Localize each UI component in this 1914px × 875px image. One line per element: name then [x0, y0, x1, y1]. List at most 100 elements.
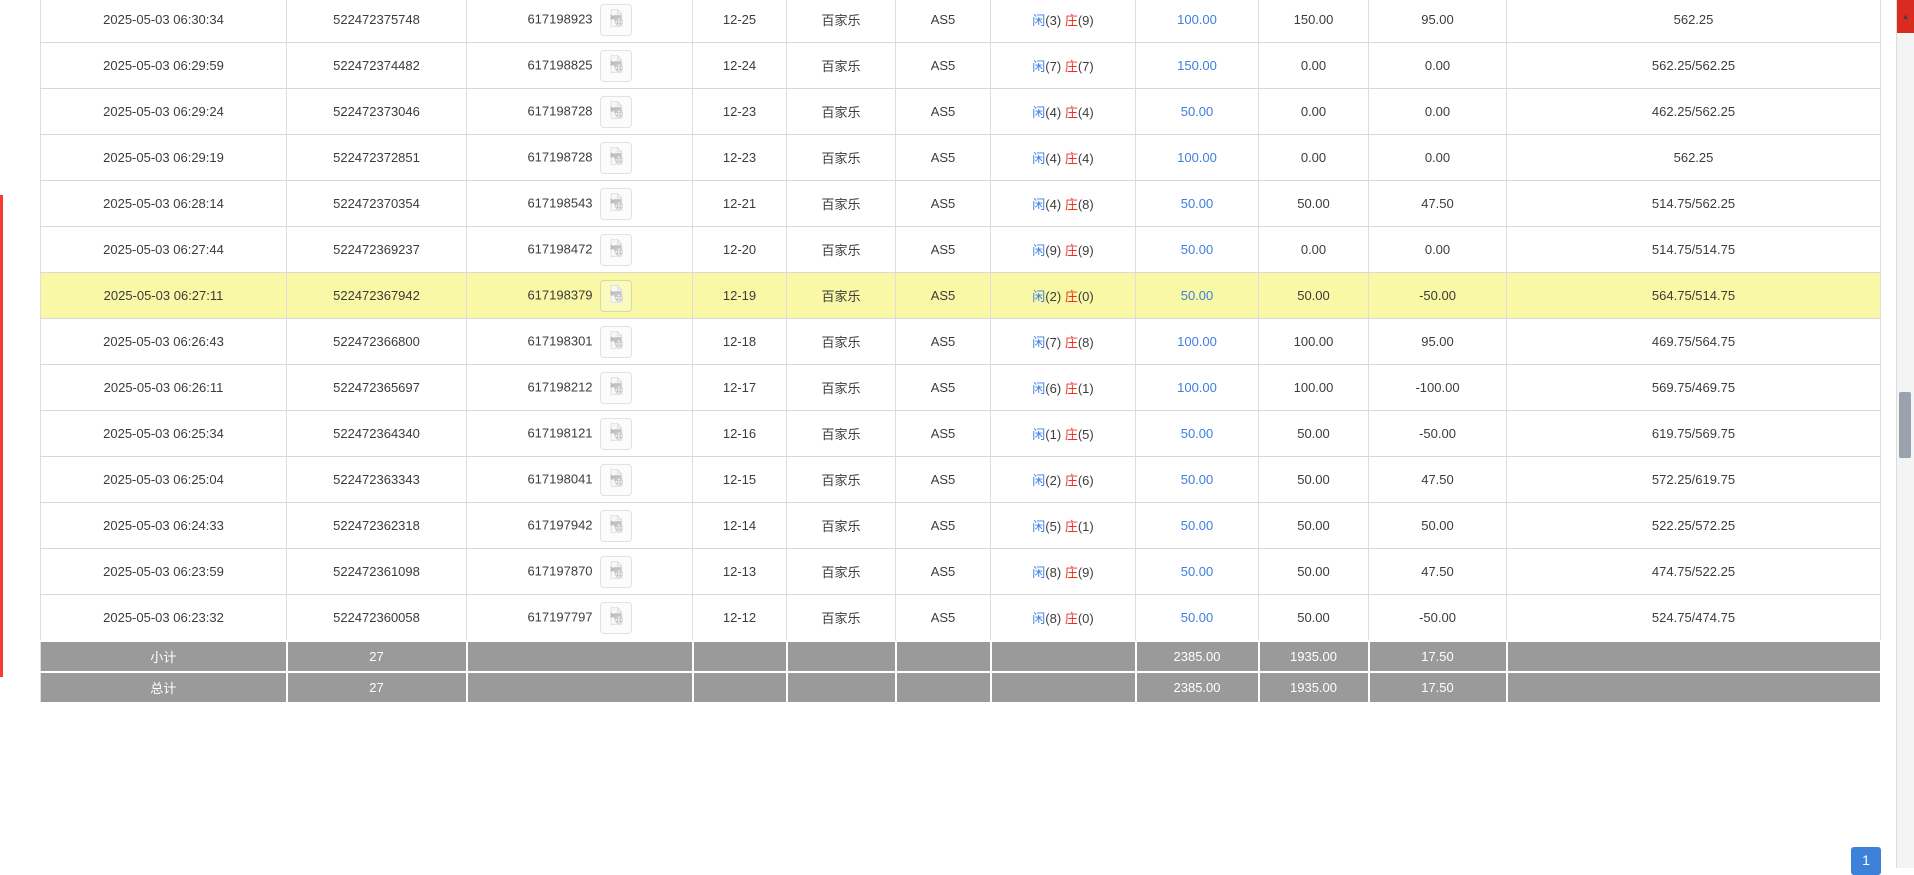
bet-amount-cell: 50.00 [1135, 88, 1259, 135]
table-row[interactable]: 2025-05-03 06:25:04 522472363343 617198041… [40, 456, 1881, 503]
player-label: 闲 [1032, 151, 1046, 166]
table-row[interactable]: 2025-05-03 06:27:11 522472367942 617198379… [40, 272, 1881, 319]
valid-amount-cell: 50.00 [1258, 594, 1369, 642]
video-replay-button[interactable] [599, 279, 632, 312]
bet-id-cell: 522472369237 [286, 226, 467, 273]
bet-amount-cell: 100.00 [1135, 364, 1259, 411]
banker-score: (9) [1077, 243, 1094, 258]
balance-cell: 474.75/522.25 [1506, 548, 1881, 595]
scrollbar-thumb[interactable] [1899, 392, 1911, 458]
subtotal-empty [691, 640, 788, 673]
video-replay-button[interactable] [599, 509, 632, 542]
video-replay-button[interactable] [599, 417, 632, 450]
bet-amount-cell: 50.00 [1135, 410, 1259, 457]
bet-amount-link[interactable]: 100.00 [1177, 12, 1217, 27]
banker-score: (8) [1077, 335, 1094, 350]
table-row[interactable]: 2025-05-03 06:24:33 522472362318 617197942… [40, 502, 1881, 549]
table-cell: AS5 [895, 88, 991, 135]
banker-label: 庄 [1064, 381, 1078, 396]
balance-cell: 522.25/572.25 [1506, 502, 1881, 549]
banker-score: (8) [1077, 197, 1094, 212]
bet-id-cell: 522472374482 [286, 42, 467, 89]
game-cell: 百家乐 [786, 548, 896, 595]
bet-amount-link[interactable]: 50.00 [1180, 104, 1214, 119]
video-replay-button[interactable] [599, 95, 632, 128]
round-id-cell: 617198212 [466, 364, 693, 411]
table-row[interactable]: 2025-05-03 06:26:43 522472366800 617198301… [40, 318, 1881, 365]
video-replay-button[interactable] [599, 463, 632, 496]
round-id-cell: 617198728 [466, 134, 693, 181]
table-row[interactable]: 2025-05-03 06:29:19 522472372851 617198728… [40, 134, 1881, 181]
video-replay-button[interactable] [599, 141, 632, 174]
bet-amount-cell: 50.00 [1135, 548, 1259, 595]
bet-amount-link[interactable]: 50.00 [1180, 288, 1214, 303]
balance-cell: 564.75/514.75 [1506, 272, 1881, 319]
table-row[interactable]: 2025-05-03 06:28:14 522472370354 617198543… [40, 180, 1881, 227]
player-score: (8) [1045, 565, 1062, 580]
banker-label: 庄 [1064, 243, 1078, 258]
table-row[interactable]: 2025-05-03 06:26:11 522472365697 617198212… [40, 364, 1881, 411]
game-cell: 百家乐 [786, 272, 896, 319]
round-cell: 12-24 [692, 42, 787, 89]
video-replay-button[interactable] [599, 371, 632, 404]
banker-label: 庄 [1064, 197, 1078, 212]
result-cell: 闲(2) 庄(0) [990, 272, 1136, 319]
valid-amount-cell: 100.00 [1258, 318, 1369, 365]
result-cell: 闲(7) 庄(8) [990, 318, 1136, 365]
bet-amount-link[interactable]: 150.00 [1177, 58, 1217, 73]
bet-amount-link[interactable]: 50.00 [1180, 518, 1214, 533]
bet-amount-link[interactable]: 100.00 [1177, 380, 1217, 395]
video-replay-button[interactable] [599, 49, 632, 82]
video-replay-button[interactable] [599, 3, 632, 36]
bet-amount-link[interactable]: 50.00 [1180, 242, 1214, 257]
bet-amount-link[interactable]: 100.00 [1177, 334, 1217, 349]
scrollbar-top-marker[interactable]: ▲ [1897, 0, 1914, 33]
banker-label: 庄 [1064, 13, 1078, 28]
time-cell: 2025-05-03 06:30:34 [40, 0, 287, 43]
banker-label: 庄 [1064, 151, 1078, 166]
bet-amount-link[interactable]: 50.00 [1180, 564, 1214, 579]
bet-amount-link[interactable]: 50.00 [1180, 196, 1214, 211]
bet-amount-link[interactable]: 50.00 [1180, 472, 1214, 487]
table-row[interactable]: 2025-05-03 06:23:59 522472361098 617197870… [40, 548, 1881, 595]
table-row[interactable]: 2025-05-03 06:25:34 522472364340 617198121… [40, 410, 1881, 457]
bet-amount-cell: 100.00 [1135, 134, 1259, 181]
video-replay-button[interactable] [599, 601, 632, 634]
round-cell: 12-23 [692, 134, 787, 181]
table-row[interactable]: 2025-05-03 06:29:59 522472374482 617198825… [40, 42, 1881, 89]
table-cell: AS5 [895, 456, 991, 503]
total-empty [465, 671, 694, 704]
pagination-page-button[interactable]: 1 [1851, 847, 1881, 875]
game-cell: 百家乐 [786, 226, 896, 273]
bet-id-cell: 522472373046 [286, 88, 467, 135]
subtotal-label: 小计 [40, 640, 288, 673]
bet-id-cell: 522472370354 [286, 180, 467, 227]
balance-cell: 462.25/562.25 [1506, 88, 1881, 135]
video-replay-button[interactable] [599, 555, 632, 588]
result-cell: 闲(1) 庄(5) [990, 410, 1136, 457]
banker-score: (4) [1077, 105, 1094, 120]
table-row[interactable]: 2025-05-03 06:23:32 522472360058 617197797… [40, 594, 1881, 642]
result-cell: 闲(2) 庄(6) [990, 456, 1136, 503]
video-film-icon [606, 192, 626, 215]
round-id-cell: 617198041 [466, 456, 693, 503]
valid-amount-cell: 0.00 [1258, 134, 1369, 181]
video-replay-button[interactable] [599, 187, 632, 220]
video-replay-button[interactable] [599, 325, 632, 358]
round-cell: 12-15 [692, 456, 787, 503]
bet-amount-link[interactable]: 100.00 [1177, 150, 1217, 165]
video-replay-button[interactable] [599, 233, 632, 266]
table-row[interactable]: 2025-05-03 06:30:34 522472375748 617198923… [40, 0, 1881, 43]
winloss-cell: -50.00 [1368, 410, 1507, 457]
time-cell: 2025-05-03 06:23:32 [40, 594, 287, 642]
table-row[interactable]: 2025-05-03 06:27:44 522472369237 617198472… [40, 226, 1881, 273]
bet-amount-link[interactable]: 50.00 [1180, 426, 1214, 441]
table-row[interactable]: 2025-05-03 06:29:24 522472373046 617198728… [40, 88, 1881, 135]
bet-amount-link[interactable]: 50.00 [1180, 610, 1214, 625]
player-score: (4) [1045, 105, 1062, 120]
bet-id-cell: 522472362318 [286, 502, 467, 549]
video-film-icon [606, 560, 626, 583]
video-film-icon [606, 468, 626, 491]
scrollbar-track[interactable]: ▲ [1896, 0, 1914, 868]
